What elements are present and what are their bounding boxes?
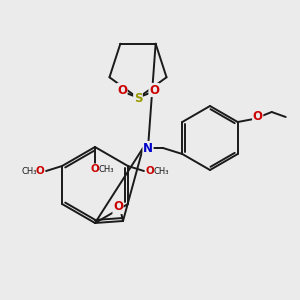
Text: O: O [149,83,159,97]
Text: S: S [134,92,142,104]
Text: O: O [36,166,44,176]
Text: O: O [117,83,127,97]
Text: O: O [113,200,123,214]
Text: O: O [146,166,154,176]
Text: N: N [143,142,153,154]
Text: O: O [253,110,263,124]
Text: CH₃: CH₃ [98,166,114,175]
Text: CH₃: CH₃ [153,167,169,176]
Text: O: O [91,164,99,174]
Text: CH₃: CH₃ [21,167,37,176]
